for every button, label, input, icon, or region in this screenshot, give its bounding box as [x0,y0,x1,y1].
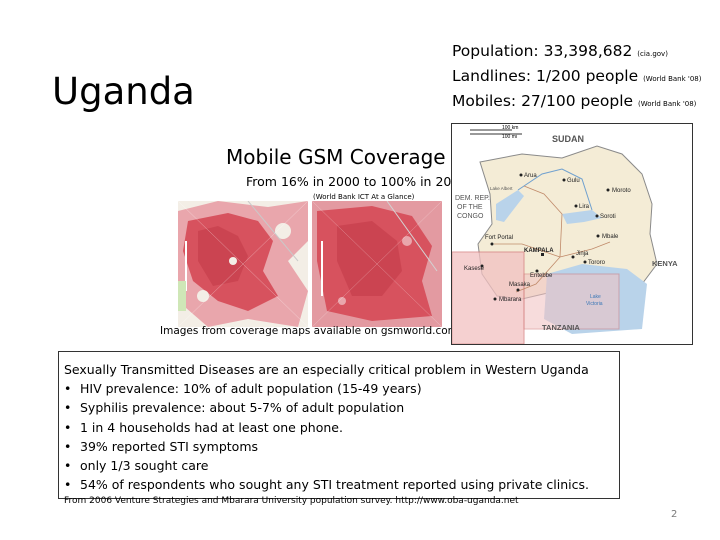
list-item-text: 39% reported STI symptoms [80,438,259,454]
bullet-icon: • [64,400,72,416]
list-item: • 1 in 4 households had at least one phon… [64,418,619,437]
city-label: Mbarara [499,297,522,303]
list-item: • 54% of respondents who sought any STI t… [64,475,619,494]
city-label: Entebbe [530,273,553,279]
coverage-subtitle: From 16% in 2000 to 100% in 2008 [246,174,468,189]
sti-bullet-list: • HIV prevalence: 10% of adult population… [64,379,619,495]
bullet-icon: • [64,458,72,474]
country-label: CONGO [457,213,484,220]
stat-landlines: Landlines: 1/200 people (World Bank '08) [452,65,701,90]
list-item: • Syphilis prevalence: about 5-7% of adul… [64,398,619,417]
sti-info-box: Sexually Transmitted Diseases are an esp… [58,351,620,506]
survey-footnote: From 2006 Venture Strategies and Mbarara… [64,495,519,506]
bullet-icon: • [64,438,72,454]
city-label: Fort Portal [485,235,513,241]
list-item-text: Syphilis prevalence: about 5-7% of adult… [80,400,405,416]
stat-label: Landlines: 1/200 people [452,67,639,85]
stat-mobiles: Mobiles: 27/100 people (World Bank '08) [452,90,701,115]
country-label: TANZANIA [542,323,580,332]
list-item-text: HIV prevalence: 10% of adult population … [80,381,422,396]
list-item: • 39% reported STI symptoms [64,437,619,456]
slide-title: Uganda [52,70,195,113]
coverage-map-2000 [178,201,308,327]
uganda-map-svg: 100 km 100 mi SUDAN DEM. REP. OF THE CON… [452,124,692,344]
sti-intro: Sexually Transmitted Diseases are an esp… [64,362,589,377]
stats-block: Population: 33,398,682 (cia.gov) Landlin… [452,40,701,115]
page-number: 2 [671,509,678,520]
country-label: KENYA [652,259,678,268]
lake-label: Lake Albert [490,186,513,191]
city-label: Tororo [588,260,606,266]
stat-source: (cia.gov) [637,50,668,58]
bullet-icon: • [64,477,72,493]
bullet-icon: • [64,381,72,396]
coverage-source: (World Bank ICT At a Glance) [313,193,415,201]
list-item-text: 1 in 4 households had at least one phone… [80,419,343,435]
city-label: Moroto [612,188,631,194]
stat-population: Population: 33,398,682 (cia.gov) [452,40,701,65]
uganda-map: 100 km 100 mi SUDAN DEM. REP. OF THE CON… [451,123,693,345]
stat-source: (World Bank '08) [638,100,697,108]
country-label: OF THE [457,204,483,211]
country-label: DEM. REP. [455,195,490,202]
city-label: Soroti [600,214,616,220]
scale-km: 100 km [502,125,518,131]
city-label: KAMPALA [524,248,554,254]
lake-label: Lake [590,294,601,300]
city-label: Lira [579,204,590,210]
country-label: SUDAN [552,134,584,144]
list-item: • only 1/3 sought care [64,456,619,475]
list-item-text: 54% of respondents who sought any STI tr… [80,477,589,493]
coverage-map-image [312,201,442,327]
stat-source: (World Bank '08) [643,75,702,83]
city-label: Arua [524,173,537,179]
coverage-title: Mobile GSM Coverage [226,145,446,169]
city-label: Mbale [602,234,619,240]
list-item: • HIV prevalence: 10% of adult population… [64,379,619,398]
city-label: Jinja [576,251,589,257]
stat-label: Population: 33,398,682 [452,42,633,60]
coverage-map-2008 [312,201,442,327]
city-label: Masaka [509,282,531,288]
stat-label: Mobiles: 27/100 people [452,92,634,110]
city-label: Kasese [464,266,485,272]
bullet-icon: • [64,419,72,435]
scale-mi: 100 mi [502,134,517,140]
coverage-map-image [178,201,308,327]
images-note: Images from coverage maps available on g… [160,325,458,337]
lake-label: Victoria [586,301,603,307]
city-label: Gulu [567,178,580,184]
list-item-text: only 1/3 sought care [80,458,209,474]
